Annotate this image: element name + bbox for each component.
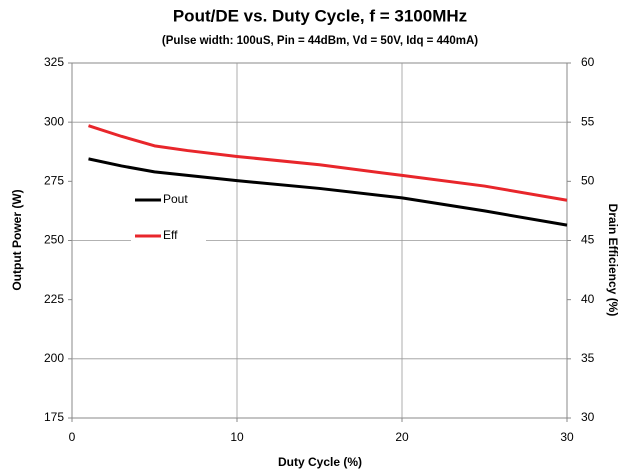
- y-tick-label: 250: [44, 233, 64, 247]
- legend-box: [131, 186, 206, 250]
- y-tick-label: 275: [44, 174, 64, 188]
- y-tick-label: 200: [44, 351, 64, 365]
- series-line: [88, 157, 568, 227]
- y2-tick-label: 45: [581, 233, 595, 247]
- y2-tick-label: 40: [581, 292, 595, 306]
- y-tick-label: 325: [44, 55, 64, 69]
- legend-label: Eff: [163, 228, 178, 242]
- y2-tick-label: 30: [581, 410, 595, 424]
- y2-tick-label: 60: [581, 55, 595, 69]
- x-axis-label: Duty Cycle (%): [278, 455, 362, 469]
- series-line: [88, 124, 568, 202]
- y2-tick-label: 55: [581, 114, 595, 128]
- chart-title: Pout/DE vs. Duty Cycle, f = 3100MHz: [173, 6, 467, 25]
- y2-tick-label: 35: [581, 351, 595, 365]
- y-tick-label: 300: [44, 114, 64, 128]
- x-tick-label: 30: [560, 430, 574, 444]
- y2-axis-label: Drain Efficiency (%): [606, 204, 618, 317]
- x-tick-label: 20: [395, 430, 409, 444]
- y-tick-label: 175: [44, 410, 64, 424]
- x-tick-label: 0: [69, 430, 76, 444]
- x-tick-label: 10: [230, 430, 244, 444]
- legend-label: Pout: [163, 192, 188, 206]
- y-tick-label: 225: [44, 292, 64, 306]
- y-axis-label: Output Power (W): [10, 189, 24, 290]
- y2-tick-label: 50: [581, 174, 595, 188]
- chart-subtitle: (Pulse width: 100uS, Pin = 44dBm, Vd = 5…: [162, 35, 478, 47]
